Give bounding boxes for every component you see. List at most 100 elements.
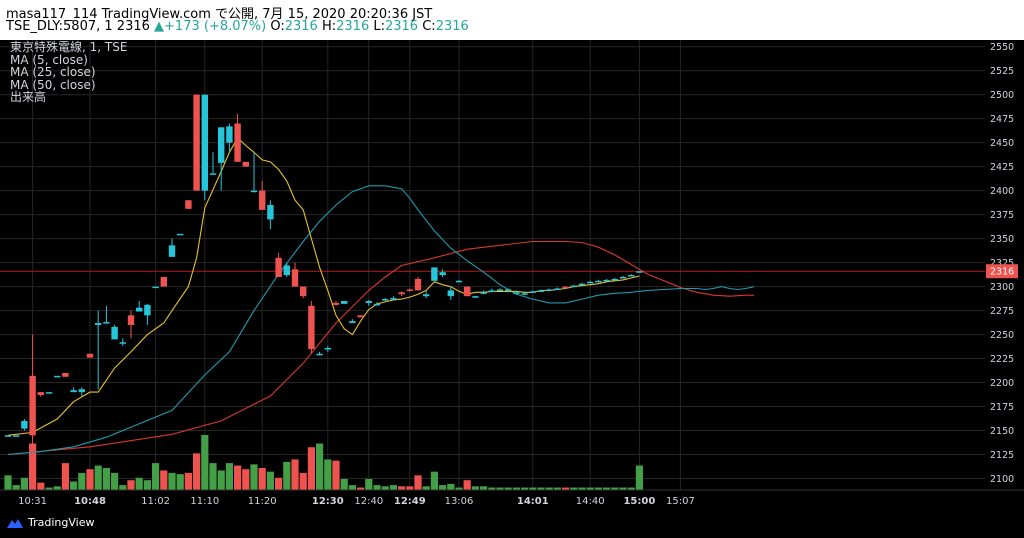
volume-bar [414,475,422,490]
price-change: +173 (+8.07%) [164,19,267,34]
volume-bar [275,477,283,490]
time-tick-label: 12:30 [312,496,344,507]
candle-body [136,307,143,312]
candle-body [300,286,307,297]
volume-bar [496,487,504,490]
volume-bar [37,482,45,490]
candle-body [611,278,618,281]
volume-bar [570,487,578,490]
chart-background [0,40,1024,516]
legend-ma50[interactable]: MA (50, close) [10,77,96,92]
candle-body [250,190,258,193]
time-tick-label: 13:06 [445,496,474,507]
change-arrow-icon: ▲ [154,19,165,34]
candle-body [201,94,208,191]
volume-bar [152,463,160,490]
candle-body [636,271,643,273]
candle-body [570,285,577,288]
volume-bar [603,487,611,490]
grid [0,40,1024,516]
legend-volume[interactable]: 出来高 [10,90,47,105]
candle-body [103,322,110,324]
volume-bar [291,459,299,490]
volume-bar [611,487,619,490]
candle-body [587,281,594,284]
volume-bar [619,487,627,490]
ma50-line [7,240,755,456]
candle-body [168,245,176,257]
candle-body [628,275,635,277]
price-tick-label: 2125 [990,450,1014,461]
candle-body [4,435,12,437]
volume-bar [201,435,209,490]
volume-bar [168,472,176,490]
volume-bar [94,465,102,490]
candle-body [332,302,340,305]
candle-body [86,353,94,358]
price-tick-label: 2350 [990,234,1014,245]
chart-header: masa117_114 TradingView.com で公開, 7月 15, … [0,0,1024,40]
volume-bar [635,465,643,490]
tradingview-brand[interactable]: TradingView [6,516,94,529]
volume-bar [332,460,340,490]
close-label: C: [422,19,436,34]
volume-bar [529,487,537,490]
candle-body [37,392,44,396]
legend-ma25[interactable]: MA (25, close) [10,65,96,80]
time-tick-label: 10:31 [18,496,47,507]
price-tick-label: 2300 [990,282,1014,293]
volume-bar [422,486,430,490]
price-tick-label: 2100 [990,474,1014,485]
candle-body [464,286,471,297]
volume-bar [406,486,414,490]
legend-ma5[interactable]: MA (5, close) [10,52,88,67]
legend-title: 東京特殊電線, 1, TSE [10,40,128,54]
candle-body [226,126,233,143]
time-tick-label: 11:10 [190,496,219,507]
price-tick-label: 2525 [990,66,1014,77]
price-tick-label: 2400 [990,186,1014,197]
volume-bar [45,487,53,490]
volume-bar [127,480,135,490]
volume-bars [4,435,643,490]
volume-bar [381,486,389,490]
volume-bar [102,468,110,490]
price-chart[interactable]: 2100 2125 2150 2175 2200 2225 2250 2275 2300 2325… [0,40,1024,516]
volume-bar [225,463,233,490]
candle-body [341,300,348,304]
candle-body [242,161,249,167]
volume-bar [111,472,119,490]
candle-body [521,293,528,295]
volume-bar [4,475,12,490]
candle-body [431,267,438,281]
candle-body [373,303,381,306]
candle-body [234,123,241,162]
candle-body [365,300,372,303]
candle-body [546,289,553,291]
volume-bar [143,480,151,490]
candle-body [160,276,167,287]
candles [4,94,643,490]
volume-bar [86,469,94,490]
candle-body [111,326,118,340]
volume-bar [545,487,553,490]
candle-body [283,265,290,276]
volume-bar [324,459,332,490]
candle-body [537,290,545,292]
volume-bar [209,463,217,490]
candle-body [423,294,430,297]
time-tick-label: 14:40 [576,496,605,507]
candle-body [496,289,504,291]
last-price-badge-label: 2316 [990,267,1014,278]
price-tick-label: 2475 [990,114,1014,125]
volume-bar [283,461,291,490]
candle-body [95,323,102,325]
time-tick-label: 12:40 [354,496,383,507]
candle-body [398,292,405,295]
volume-bar [455,487,463,490]
price-tick-label: 2375 [990,210,1014,221]
volume-bar [447,483,455,490]
volume-bar [176,474,184,490]
time-tick-label: 10:48 [74,496,106,507]
volume-bar [20,477,28,490]
